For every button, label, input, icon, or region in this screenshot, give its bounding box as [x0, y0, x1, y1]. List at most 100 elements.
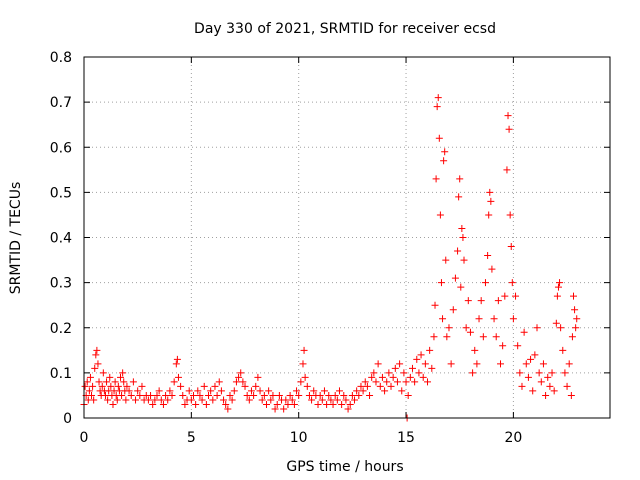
data-point — [301, 373, 309, 381]
data-point — [114, 382, 122, 390]
data-point — [200, 382, 208, 390]
data-point — [230, 387, 238, 395]
data-point — [533, 324, 541, 332]
data-point — [331, 391, 339, 399]
data-point — [107, 382, 115, 390]
data-point — [539, 360, 547, 368]
data-point — [485, 211, 493, 219]
data-point — [484, 252, 492, 260]
data-point — [424, 378, 432, 386]
data-point — [508, 279, 516, 287]
data-point — [455, 193, 463, 201]
grid — [84, 57, 610, 418]
data-point — [552, 319, 560, 327]
data-point — [402, 378, 410, 386]
data-point — [162, 391, 170, 399]
data-point — [415, 369, 423, 377]
data-point — [413, 355, 421, 363]
data-point — [93, 346, 101, 354]
data-point — [374, 360, 382, 368]
data-point — [443, 333, 451, 341]
data-point — [439, 315, 447, 323]
data-point — [524, 373, 532, 381]
data-point — [344, 405, 352, 413]
data-point — [572, 324, 580, 332]
data-point — [220, 396, 228, 404]
data-point — [106, 373, 114, 381]
data-point — [398, 387, 406, 395]
data-point — [129, 378, 137, 386]
data-point — [363, 382, 371, 390]
data-point — [535, 369, 543, 377]
data-point — [104, 396, 112, 404]
data-point — [546, 382, 554, 390]
data-point — [155, 387, 163, 395]
data-point — [542, 391, 550, 399]
data-point — [447, 360, 455, 368]
data-point — [353, 387, 361, 395]
data-point — [211, 382, 219, 390]
x-tick-label: 0 — [80, 430, 89, 446]
data-point — [109, 400, 117, 408]
data-point — [428, 364, 436, 372]
data-point — [499, 342, 507, 350]
data-point — [153, 391, 161, 399]
data-point — [111, 378, 119, 386]
data-point — [342, 396, 350, 404]
data-point — [98, 382, 106, 390]
data-point — [440, 157, 448, 165]
data-point — [95, 378, 103, 386]
data-point — [434, 94, 442, 102]
data-point — [122, 396, 130, 404]
data-point — [260, 391, 268, 399]
data-point — [559, 346, 567, 354]
data-point — [170, 378, 178, 386]
data-point — [512, 292, 520, 300]
data-point — [147, 391, 155, 399]
data-point — [305, 391, 313, 399]
data-point — [237, 369, 245, 377]
data-point — [187, 396, 195, 404]
data-point — [501, 292, 509, 300]
data-point — [159, 400, 167, 408]
data-point — [245, 396, 253, 404]
data-point — [202, 400, 210, 408]
data-point — [258, 396, 266, 404]
data-point — [286, 391, 294, 399]
data-point — [378, 373, 386, 381]
data-point — [239, 378, 247, 386]
data-point — [565, 360, 573, 368]
data-point — [475, 315, 483, 323]
chart-title: Day 330 of 2021, SRMTID for receiver ecs… — [194, 21, 496, 37]
data-point — [471, 346, 479, 354]
data-point — [389, 373, 397, 381]
data-point — [550, 387, 558, 395]
data-point — [464, 297, 472, 305]
data-point — [288, 396, 296, 404]
data-point — [361, 378, 369, 386]
data-point — [454, 247, 462, 255]
data-point — [310, 387, 318, 395]
data-point — [335, 387, 343, 395]
data-point — [411, 378, 419, 386]
data-point — [179, 391, 187, 399]
data-point — [494, 297, 502, 305]
data-point — [442, 256, 450, 264]
data-point — [252, 382, 260, 390]
data-point — [250, 391, 258, 399]
data-point — [88, 391, 96, 399]
data-point — [507, 243, 515, 251]
data-point — [503, 166, 511, 174]
data-point — [164, 396, 172, 404]
x-tick-label: 20 — [504, 430, 522, 446]
data-point — [123, 382, 131, 390]
data-point — [372, 378, 380, 386]
data-point — [527, 355, 535, 363]
data-point — [456, 175, 464, 183]
data-point — [573, 315, 581, 323]
data-point — [282, 396, 290, 404]
data-point — [531, 351, 539, 359]
data-point — [479, 333, 487, 341]
data-point — [273, 400, 281, 408]
data-point — [338, 400, 346, 408]
